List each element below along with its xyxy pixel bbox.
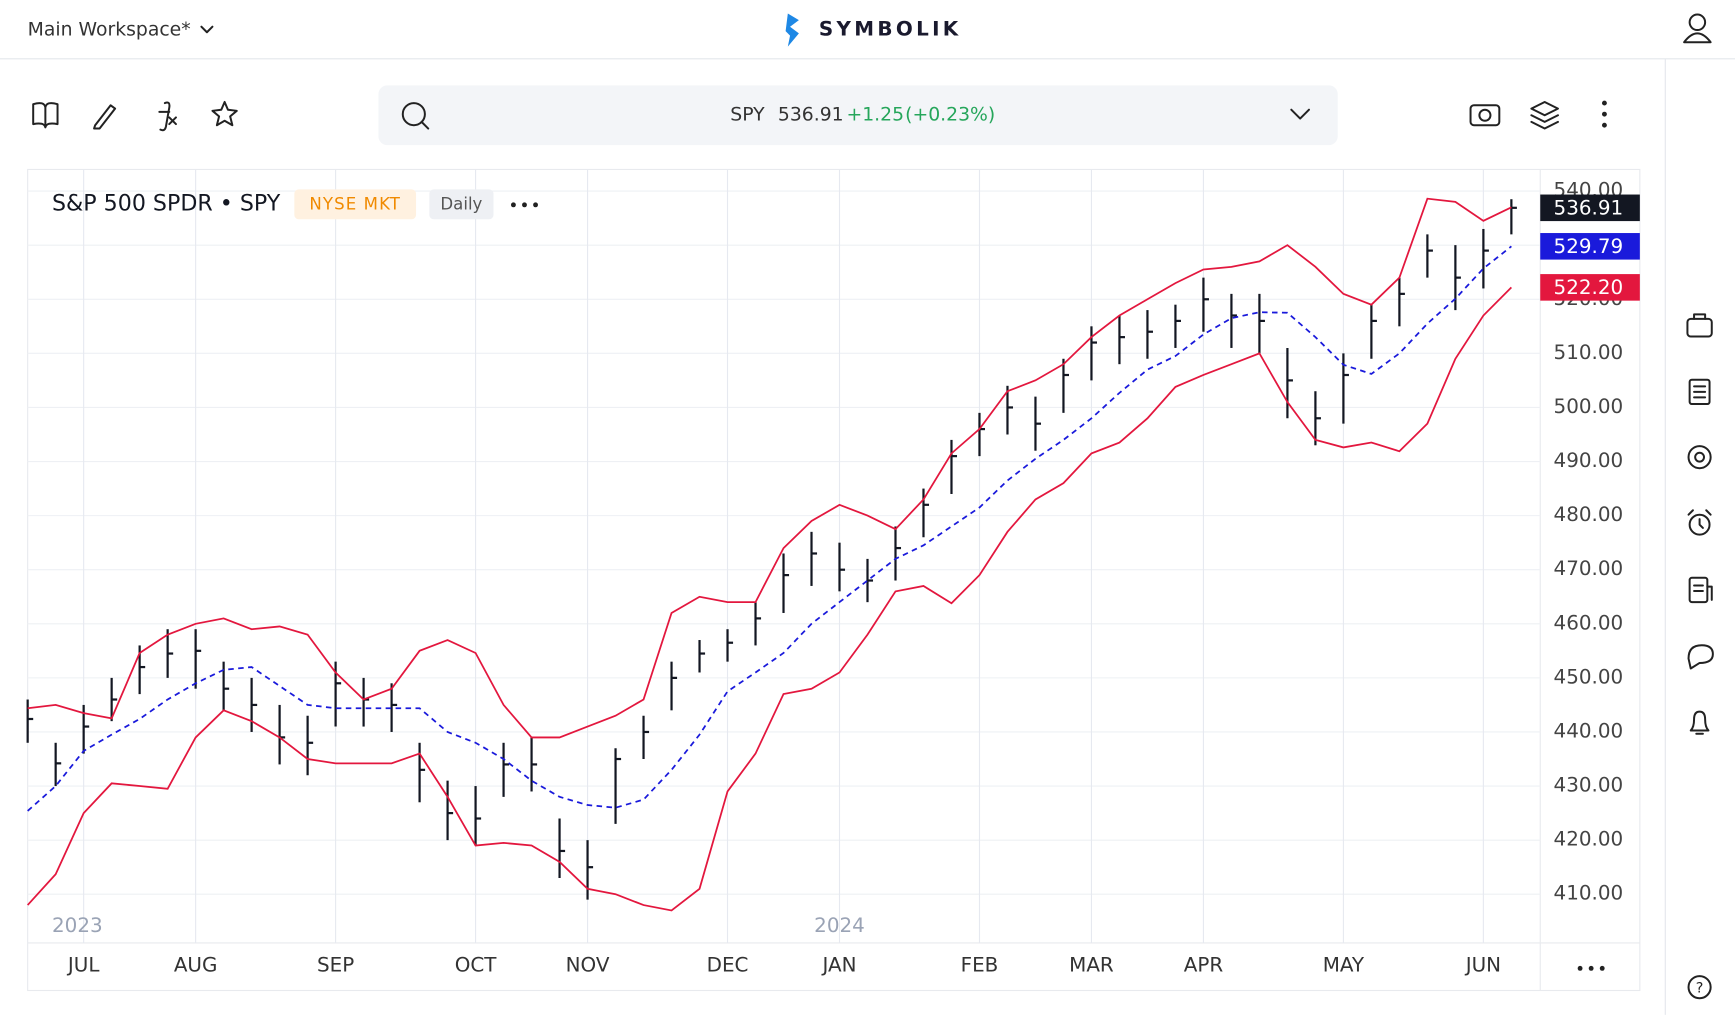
search-price: 536.91: [778, 105, 844, 126]
year-label: 2023: [52, 914, 103, 937]
x-tick-label: APR: [1184, 954, 1224, 977]
x-tick-label: JUN: [1464, 954, 1501, 977]
y-tick-label: 420.00: [1554, 828, 1624, 851]
band-line: [27, 286, 1513, 912]
search-caret[interactable]: [1290, 108, 1310, 120]
x-tick-label: OCT: [455, 954, 498, 977]
price-tag-label: 522.20: [1554, 276, 1624, 299]
exchange-badge: [294, 189, 417, 220]
x-tick-label: JAN: [820, 954, 856, 977]
x-tick-label: SEP: [317, 954, 354, 977]
x-tick-label: MAR: [1069, 954, 1114, 977]
y-tick-label: 480.00: [1554, 503, 1624, 526]
y-tick-label: 440.00: [1554, 719, 1624, 742]
search-icon: [401, 102, 430, 130]
price-tag: [1540, 194, 1640, 222]
more-menu[interactable]: [1601, 100, 1607, 128]
price-tag: [1540, 233, 1640, 260]
y-tick-label: 410.00: [1554, 882, 1624, 905]
price-tag: [1540, 274, 1640, 301]
x-tick-label: JUL: [66, 954, 100, 977]
logo-mark: [785, 13, 799, 47]
interval[interactable]: Daily: [440, 194, 482, 213]
search-change: +1.25: [846, 105, 904, 126]
price-tag-label: 529.79: [1554, 235, 1624, 258]
x-tick-label: DEC: [707, 954, 749, 977]
x-tick-label: FEB: [961, 954, 999, 977]
chart: 410.00 420.00 430.00 440.00 450.00 460.00 470.…: [26, 168, 1641, 992]
x-tick-label: MAY: [1323, 954, 1365, 977]
year-label: 2024: [814, 914, 865, 937]
interval-badge: [429, 189, 494, 220]
search-change-pct: (+0.23%): [905, 105, 995, 126]
y-tick-label: 450.00: [1554, 665, 1624, 688]
search-box[interactable]: [378, 85, 1338, 146]
help-icon[interactable]: ?: [1696, 980, 1704, 996]
x-tick-label: AUG: [174, 954, 218, 977]
y-tick-label: 430.00: [1554, 774, 1624, 797]
search-symbol: SPY: [730, 105, 765, 126]
chart-frame: [27, 168, 1641, 992]
chart-menu[interactable]: [510, 202, 538, 208]
toolbar-left[interactable]: [32, 100, 238, 132]
y-tick-label: 490.00: [1554, 449, 1624, 472]
right-sidebar-icons[interactable]: [1686, 313, 1714, 1000]
x-tick-label: NOV: [566, 954, 610, 977]
y-tick-label: 460.00: [1554, 611, 1624, 634]
toolbar-right[interactable]: [1469, 100, 1559, 130]
moving-average: [27, 245, 1512, 812]
band-line: [27, 197, 1512, 739]
y-tick-label: 470.00: [1554, 557, 1624, 580]
user-icon[interactable]: [1683, 13, 1712, 44]
chart-title: S&P 500 SPDR • SPY: [52, 190, 281, 216]
y-tick-label: 500.00: [1554, 395, 1624, 418]
exchange: NYSE MKT: [309, 194, 401, 213]
workspace-menu[interactable]: Main Workspace*: [28, 20, 191, 41]
y-tick-label: 510.00: [1554, 341, 1624, 364]
logo: SYMBOLIK: [819, 18, 962, 41]
chart-header: S&P 500 SPDR • SPY NYSE MKT Daily: [52, 189, 1605, 971]
workspace-caret[interactable]: [200, 25, 214, 34]
axis-menu[interactable]: [1577, 965, 1605, 971]
price-tag-label: 536.91: [1554, 196, 1624, 219]
